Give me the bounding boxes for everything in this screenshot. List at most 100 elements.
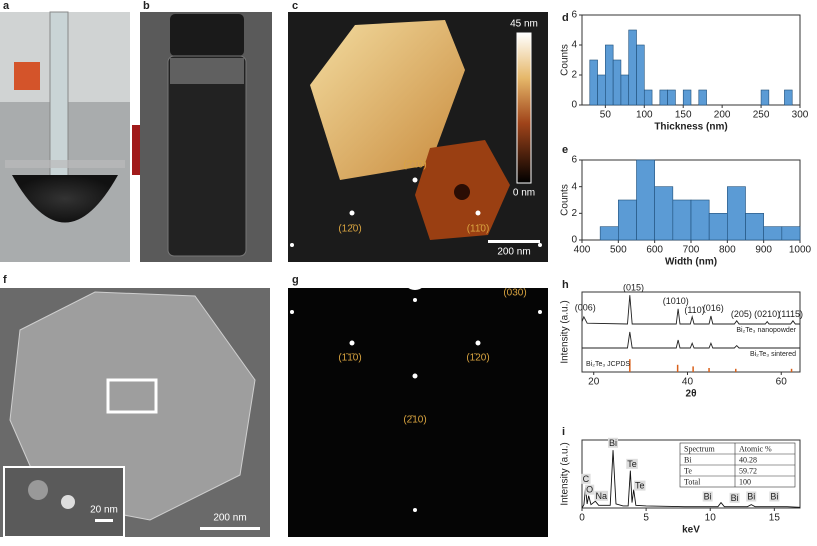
series-line [582, 331, 800, 349]
table-cell: 100 [739, 477, 751, 486]
x-tick-label: 20 [588, 377, 600, 388]
table-cell: Spectrum [684, 444, 715, 453]
y-tick-label: 4 [571, 181, 577, 192]
bar [672, 199, 692, 241]
spot-label: (11̄0) [467, 224, 490, 235]
annotation: C [581, 473, 591, 484]
scale-bar [200, 527, 260, 530]
x-tick-label: 150 [675, 110, 692, 121]
annotation-label: Bi [747, 491, 755, 501]
spot-label: (2̄10) [403, 415, 426, 426]
vial-head [170, 58, 244, 84]
cap [14, 62, 40, 90]
annotation: Te [626, 458, 638, 469]
annotation-bg [702, 491, 713, 502]
series-label: Bi₂Te₃ sintered [750, 351, 796, 358]
annotation-bg [626, 458, 638, 469]
panel-label: g [292, 274, 299, 286]
y-axis-label: Counts [560, 184, 571, 216]
scale-bar-label: 200 nm [497, 247, 530, 258]
annotation-bg [746, 491, 757, 502]
y-axis-label: Counts [560, 44, 571, 76]
x-tick-label: 100 [636, 110, 653, 121]
flask [12, 175, 118, 223]
annotation-label: (1115) [778, 309, 803, 319]
bar [636, 159, 655, 241]
inset-particle [28, 480, 48, 500]
series-label: Bi₂Te₃ nanopowder [736, 327, 796, 334]
x-tick-label: 250 [753, 110, 770, 121]
panel-label: h [562, 279, 569, 291]
spot-label: (1̄20) [466, 353, 489, 364]
x-tick-label: 500 [610, 245, 627, 256]
table-cell: Te [684, 466, 692, 475]
bar [727, 186, 746, 241]
afm-hole [454, 184, 470, 200]
bar [781, 226, 801, 241]
bar [643, 89, 653, 106]
x-tick-label: 700 [683, 245, 700, 256]
tem-flake [9, 291, 256, 521]
panel-label: e [562, 144, 568, 156]
x-tick-label: 0 [579, 513, 585, 524]
annotation: (016) [703, 303, 724, 313]
annotation-label: C [583, 474, 590, 484]
x-tick-label: 60 [776, 377, 788, 388]
plot-frame [581, 291, 801, 373]
x-tick-label: 50 [600, 110, 612, 121]
bar [659, 89, 668, 106]
scale-bar-label: 20 nm [90, 505, 118, 516]
saed-spots [290, 177, 542, 512]
x-tick-label: 5 [643, 513, 649, 524]
annotation-bg [581, 473, 591, 484]
x-tick-label: 200 [714, 110, 731, 121]
x-tick-label: 300 [792, 110, 809, 121]
x-tick-label: 10 [705, 513, 717, 524]
annotation-label: Te [627, 459, 637, 469]
x-axis-label: 2θ [686, 389, 697, 400]
annotation-label: Bi [704, 491, 712, 501]
zoom-box [106, 378, 158, 414]
bar [708, 213, 728, 241]
x-axis-label: Width (nm) [665, 257, 717, 268]
panel-label: c [292, 0, 298, 12]
annotation: (1115) [778, 309, 803, 319]
x-tick-label: 800 [719, 245, 736, 256]
annotation-bg [769, 491, 780, 502]
table-cell: Bi [684, 455, 692, 464]
annotation: (110) [684, 305, 704, 315]
bar [605, 44, 614, 106]
annotation: O [585, 484, 595, 495]
colorbar-max: 45 nm [510, 19, 538, 30]
x-tick-label: 40 [682, 377, 694, 388]
annotation-label: (205) [731, 309, 752, 319]
x-axis-label: Thickness (nm) [654, 122, 727, 133]
annotation: (205) [731, 309, 752, 319]
y-tick-label: 4 [571, 40, 577, 51]
bar [654, 186, 674, 241]
colorbar [516, 32, 532, 184]
bar [618, 199, 637, 241]
bar [589, 59, 598, 106]
annotation-label: Te [635, 481, 645, 491]
annotation-label: Bi [731, 493, 739, 503]
annotation: Bi [729, 492, 740, 503]
x-tick-label: 600 [646, 245, 663, 256]
annotation-label: (1010) [663, 296, 689, 306]
table-cell: 40.28 [739, 455, 757, 464]
series-label: Bi₂Te₃ JCPDS [586, 361, 630, 368]
annotation: (015) [623, 282, 644, 292]
y-tick-label: 6 [571, 10, 577, 21]
annotation: Bi [702, 491, 713, 502]
scale-bar [95, 519, 113, 522]
annotation-label: Bi [609, 438, 617, 448]
panel-label: i [562, 426, 565, 438]
y-tick-label: 0 [571, 100, 577, 111]
y-axis-label: Intensity (a.u.) [560, 442, 571, 505]
series-line [581, 295, 800, 325]
spot-label: (2̄1̄0) [403, 160, 426, 171]
bar [628, 29, 637, 106]
annotation-label: (110) [684, 305, 704, 315]
table-cell: Total [684, 477, 701, 486]
vial-body [167, 55, 247, 257]
